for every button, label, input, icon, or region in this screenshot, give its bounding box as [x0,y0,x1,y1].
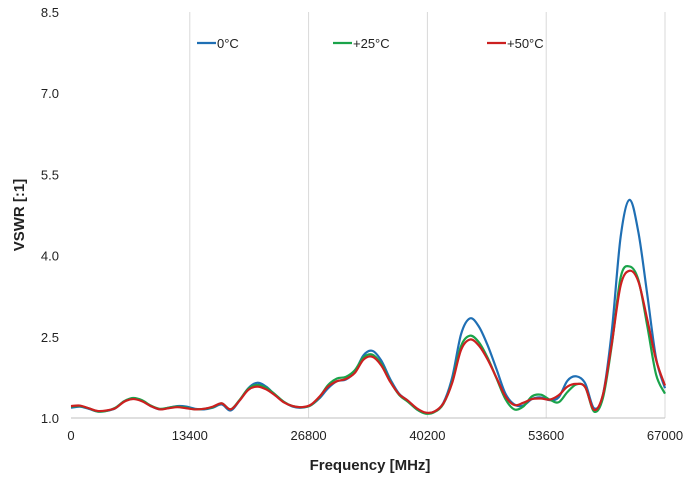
y-tick-label: 8.5 [41,5,59,20]
series-lines [70,198,667,415]
x-tick-label: 40200 [409,428,445,443]
legend-label-2: +25°C [353,36,390,51]
y-tick-labels: 1.0 2.5 4.0 5.5 7.0 8.5 [41,5,59,426]
x-tick-label: 53600 [528,428,564,443]
y-tick-label: 2.5 [41,330,59,345]
legend: 0°C +25°C +50°C [197,36,544,51]
series-line-2 [70,264,666,415]
x-tick-label: 26800 [291,428,327,443]
series-line-3 [70,269,667,414]
y-axis-title: VSWR [:1] [11,179,28,252]
x-tick-label: 13400 [172,428,208,443]
x-axis-title: Frequency [MHz] [310,457,431,474]
x-tick-label: 67000 [647,428,683,443]
x-tick-labels: 0 13400 26800 40200 53600 67000 [67,428,683,443]
x-tick-label: 0 [67,428,74,443]
legend-label-1: 0°C [217,36,239,51]
grid-lines [189,12,666,418]
series-line-1 [70,198,667,415]
y-tick-label: 4.0 [41,249,59,264]
y-tick-label: 1.0 [41,411,59,426]
y-tick-label: 5.5 [41,167,59,182]
y-tick-label: 7.0 [41,86,59,101]
legend-label-3: +50°C [507,36,544,51]
